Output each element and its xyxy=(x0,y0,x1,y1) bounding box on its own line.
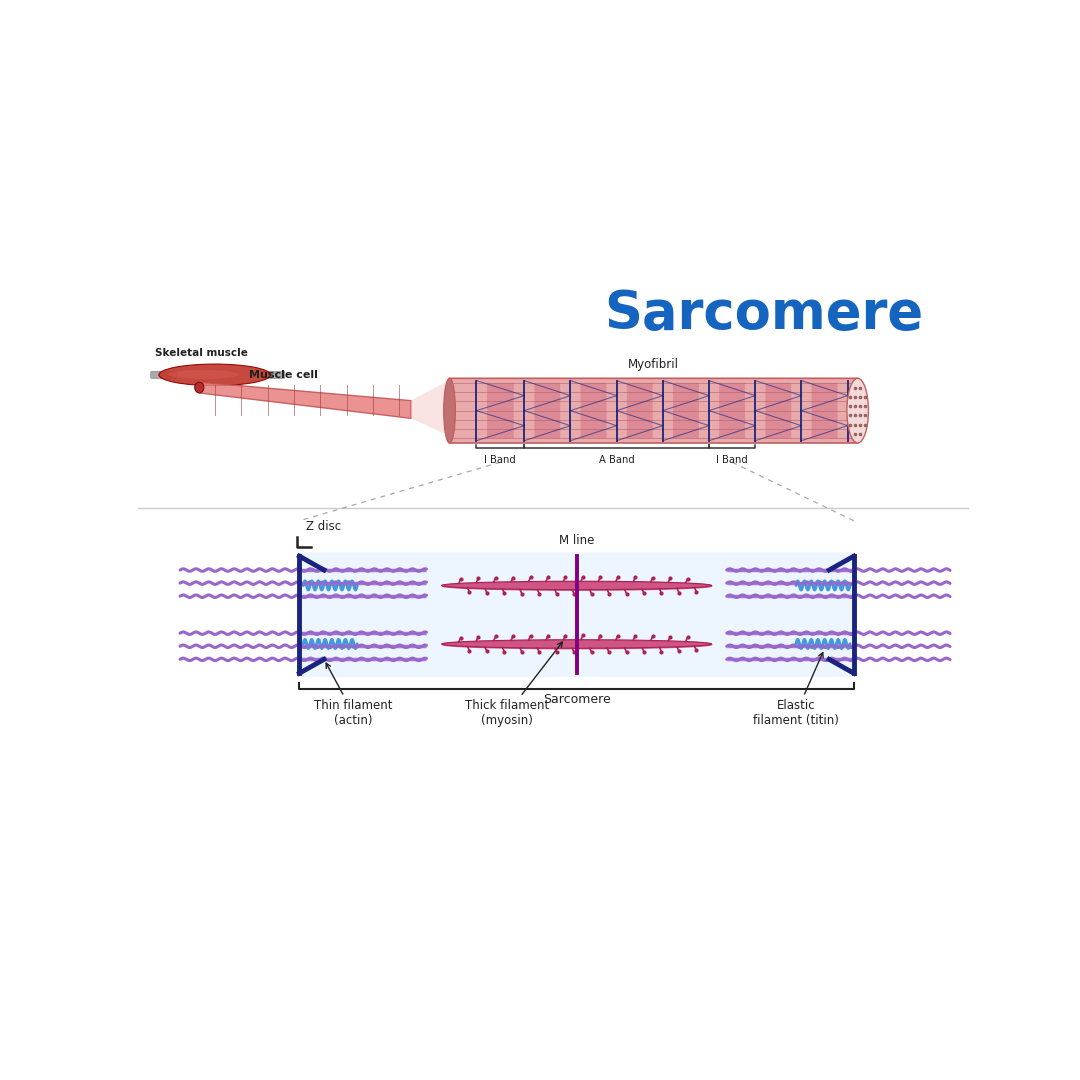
FancyBboxPatch shape xyxy=(626,383,652,438)
FancyBboxPatch shape xyxy=(151,372,177,378)
Text: Thin filament
(actin): Thin filament (actin) xyxy=(314,663,392,728)
FancyBboxPatch shape xyxy=(581,383,607,438)
Ellipse shape xyxy=(847,378,868,443)
FancyBboxPatch shape xyxy=(811,383,837,438)
FancyBboxPatch shape xyxy=(535,383,561,438)
Text: Skeletal muscle: Skeletal muscle xyxy=(154,348,247,357)
Text: Muscle cell: Muscle cell xyxy=(249,369,319,380)
Text: Thick filament
(myosin): Thick filament (myosin) xyxy=(465,642,563,728)
FancyBboxPatch shape xyxy=(673,383,699,438)
Ellipse shape xyxy=(159,364,270,386)
FancyBboxPatch shape xyxy=(261,372,285,378)
Text: Sarcomere: Sarcomere xyxy=(543,693,610,706)
Text: A Band: A Band xyxy=(598,456,635,465)
Polygon shape xyxy=(200,382,411,418)
FancyBboxPatch shape xyxy=(449,378,858,443)
Text: Sarcomere: Sarcomere xyxy=(604,288,923,340)
FancyBboxPatch shape xyxy=(766,383,792,438)
Text: Elastic
filament (titin): Elastic filament (titin) xyxy=(753,652,839,728)
Polygon shape xyxy=(411,380,449,436)
Text: I Band: I Band xyxy=(485,456,516,465)
Ellipse shape xyxy=(444,378,456,443)
Text: Myofibril: Myofibril xyxy=(629,357,679,370)
Ellipse shape xyxy=(168,369,238,379)
FancyBboxPatch shape xyxy=(487,383,514,438)
FancyBboxPatch shape xyxy=(719,383,745,438)
Text: Z disc: Z disc xyxy=(306,521,340,534)
Text: M line: M line xyxy=(559,534,594,546)
FancyBboxPatch shape xyxy=(297,552,856,677)
Ellipse shape xyxy=(194,382,204,393)
Text: I Band: I Band xyxy=(716,456,748,465)
